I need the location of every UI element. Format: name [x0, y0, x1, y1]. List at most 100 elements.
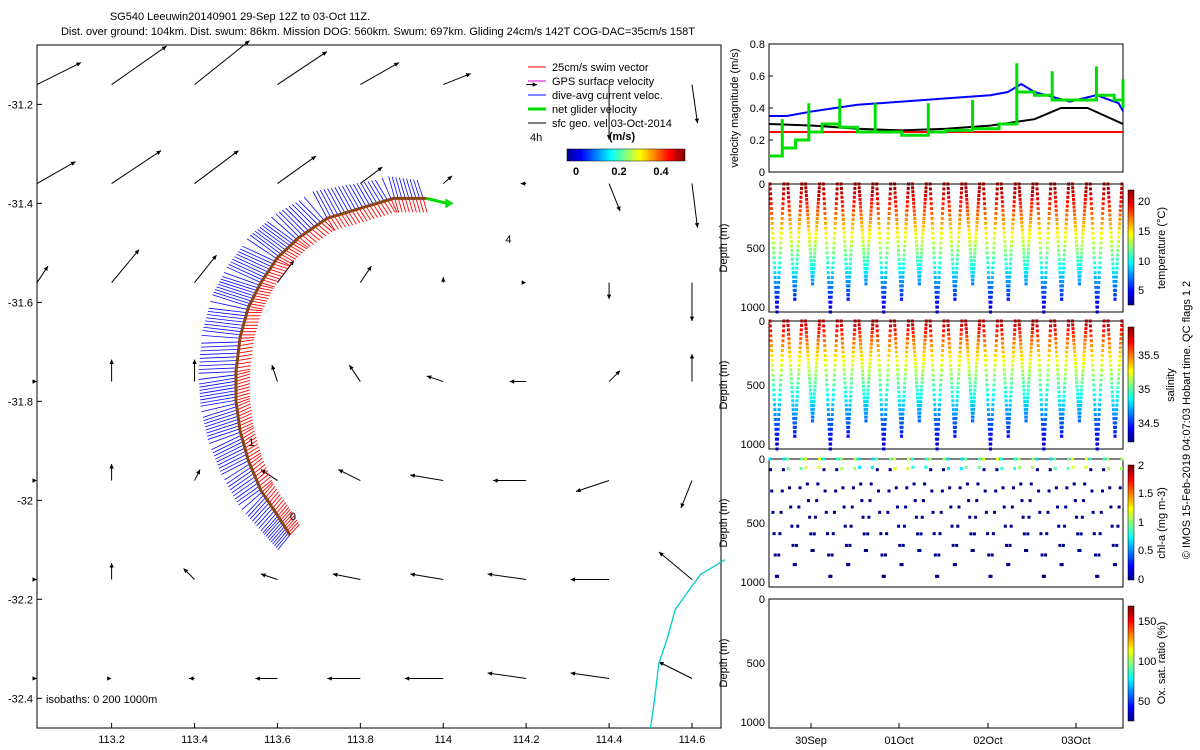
temp-dots-point [915, 243, 919, 247]
temp-dots-point [808, 243, 812, 247]
temp-dots-point [959, 191, 963, 195]
sal-dots-point [1020, 357, 1024, 361]
sal-dots-point [852, 337, 856, 341]
sal-dots-point [771, 378, 775, 382]
sal-dots-point [1080, 388, 1084, 392]
temp-dots-point [919, 263, 923, 267]
temp-dots-point [811, 278, 815, 282]
sal-dots-point [1082, 354, 1086, 358]
swim-vector [269, 268, 284, 275]
geostrophic-arrow-shaft [608, 183, 621, 212]
temp-dots-point [1079, 263, 1083, 267]
geostrophic-arrow-head [410, 473, 416, 478]
temp-dots-point [1096, 300, 1100, 304]
sal-dots-point [1102, 324, 1106, 328]
sal-dots-point [1026, 392, 1030, 396]
temp-dots-point [818, 182, 822, 186]
swim-vector [268, 491, 279, 504]
sal-dots-point [1098, 393, 1102, 397]
sal-dots-point [1029, 354, 1033, 358]
chl-dots-point [824, 510, 828, 514]
sal-dots-point [788, 363, 792, 367]
sal-dots-point [965, 338, 969, 342]
chl-dots-point [883, 553, 887, 557]
swim-vector [237, 354, 253, 358]
geostrophic-arrow-head [606, 294, 612, 300]
sal-dots-point [948, 350, 952, 354]
temp-dots-point [1037, 221, 1041, 225]
sal-dots-point [798, 346, 802, 350]
temp-dots-point [921, 228, 925, 232]
sal-dots-point [847, 416, 851, 420]
temp-dots-point [974, 236, 978, 240]
temp-dots-point [935, 310, 939, 314]
dac-vector [219, 457, 248, 472]
geostrophic-arrow-head [109, 464, 114, 469]
temp-dots-point [1081, 232, 1085, 236]
temp-dots-point [841, 213, 845, 217]
temp-dots-point [1063, 248, 1067, 252]
temp-dots-point [884, 266, 888, 270]
dac-vector [288, 205, 312, 230]
temp-dots-point [817, 194, 821, 198]
swim-vector [369, 205, 379, 219]
temp-dots-point [876, 207, 880, 211]
temp-dots-point [881, 295, 885, 299]
dac-vector [395, 177, 403, 199]
dac-vector [201, 403, 237, 413]
chl-dots-point [901, 543, 905, 547]
sal-dots-point [895, 363, 899, 367]
temp-dots-point [973, 255, 977, 259]
chl-dots-point [790, 524, 794, 528]
sal-dots-point [929, 339, 933, 343]
temp-dots-point [1027, 236, 1031, 240]
temp-dots-point [1059, 279, 1063, 283]
sal-dots-point [841, 350, 845, 354]
temp-dots-point [920, 243, 924, 247]
temp-dots-point [1075, 251, 1079, 255]
temp-dots-point [972, 259, 976, 263]
sal-dots-point [875, 319, 879, 323]
temp-dots-point [1013, 191, 1017, 195]
temp-dots-point [995, 197, 999, 201]
geostrophic-arrow-shaft [277, 260, 295, 283]
sal-dots-point [901, 412, 905, 416]
swim-vectors [235, 198, 428, 536]
temp-dots-point [853, 186, 857, 190]
sal-dots-point [991, 393, 995, 397]
chl-dots-point [849, 524, 853, 528]
chl-dots-point [841, 486, 845, 490]
chl-dots-point [1063, 524, 1067, 528]
temp-dots-point [1078, 278, 1082, 282]
swim-vector [280, 253, 294, 263]
sal-dots-point [1078, 403, 1082, 407]
swim-vector [239, 339, 254, 343]
sal-dots-point [790, 390, 794, 394]
temp-dots-point [831, 256, 835, 260]
temp-dots-point [1053, 182, 1057, 186]
swim-vector [277, 504, 288, 517]
sal-dots-point [1029, 346, 1033, 350]
chl-dots-point [936, 574, 940, 578]
chl-dots-point [1072, 482, 1076, 486]
sal-dots-point [1116, 381, 1120, 385]
dac-vector [352, 183, 367, 207]
temp-dots-point [1049, 182, 1053, 186]
temp-dots-point [1106, 182, 1110, 186]
geostrophic-arrow-shaft [360, 166, 383, 184]
temp-dots-point [1112, 275, 1116, 279]
chl-dots-point [878, 510, 882, 514]
chl-dots-point [1046, 510, 1050, 514]
temp-dots-point [964, 182, 968, 186]
temp-dots-point [1066, 200, 1070, 204]
temp-dots-point [986, 261, 990, 265]
sal-dots-point [886, 363, 890, 367]
temp-dots-point [860, 228, 864, 232]
sal-dots-point [922, 346, 926, 350]
dac-vector [291, 204, 316, 227]
chl-dots-point [1005, 543, 1009, 547]
temp-dots-point [947, 204, 951, 208]
dac-vector [200, 393, 237, 401]
sal-dots-point [995, 329, 999, 333]
sal-dots-point [987, 427, 991, 431]
